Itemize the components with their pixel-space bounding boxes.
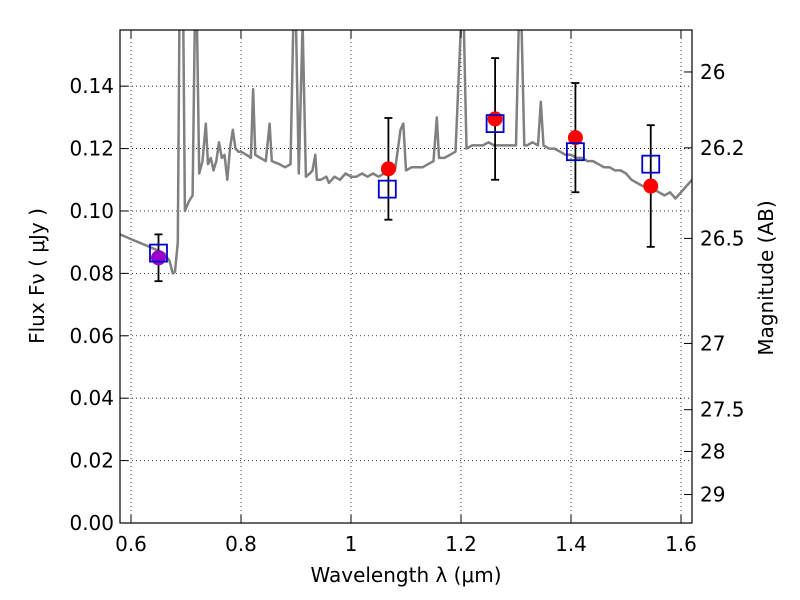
y-axis-title: Flux Fν ( μJy )	[25, 208, 49, 344]
observed-flux-point	[380, 161, 396, 177]
observed-flux-point	[151, 250, 166, 266]
y-tick-label: 0.04	[69, 386, 114, 410]
y-tick-label: 0.14	[69, 74, 114, 98]
magnitude-tick-label: 28	[700, 440, 725, 464]
axis-ticks: 0.6 0.8 1 1.2 1.4 1.6 0.00 0.02 0.04 0.06 0.08 0.10…	[69, 30, 745, 556]
plot-background	[120, 30, 692, 523]
magnitude-tick-label: 27.5	[700, 398, 745, 422]
magnitude-axis-title: Magnitude (AB)	[754, 200, 778, 355]
observed-flux-point	[643, 178, 659, 194]
x-tick-label: 0.6	[115, 532, 147, 556]
observed-flux-point	[567, 130, 583, 146]
x-tick-label: 1.2	[445, 532, 477, 556]
magnitude-tick-label: 26.5	[700, 226, 745, 250]
x-axis-title: Wavelength λ (μm)	[310, 563, 501, 587]
plot-area	[120, 30, 692, 283]
observed-flux-point	[487, 111, 503, 127]
x-tick-label: 1.4	[555, 532, 587, 556]
magnitude-tick-label: 29	[700, 483, 725, 507]
model-photometry-square	[641, 154, 661, 174]
y-tick-label: 0.02	[69, 449, 114, 473]
x-tick-label: 1.6	[665, 532, 697, 556]
magnitude-tick-label: 27	[700, 331, 725, 355]
x-tick-label: 1	[345, 532, 358, 556]
model-photometry-square	[566, 142, 585, 162]
magnitude-tick-label: 26.2	[700, 136, 745, 160]
x-tick-label: 0.8	[225, 532, 257, 556]
y-tick-label: 0.00	[69, 511, 114, 535]
y-tick-label: 0.08	[69, 261, 114, 285]
y-tick-label: 0.06	[69, 324, 114, 348]
model-photometry-square	[485, 114, 505, 134]
model-photometry-square	[149, 243, 168, 263]
model-photometry-square	[377, 179, 397, 199]
magnitude-tick-label: 26	[700, 60, 725, 84]
y-tick-label: 0.12	[69, 137, 114, 161]
y-tick-label: 0.10	[69, 199, 114, 223]
plot-frame	[119, 29, 693, 524]
